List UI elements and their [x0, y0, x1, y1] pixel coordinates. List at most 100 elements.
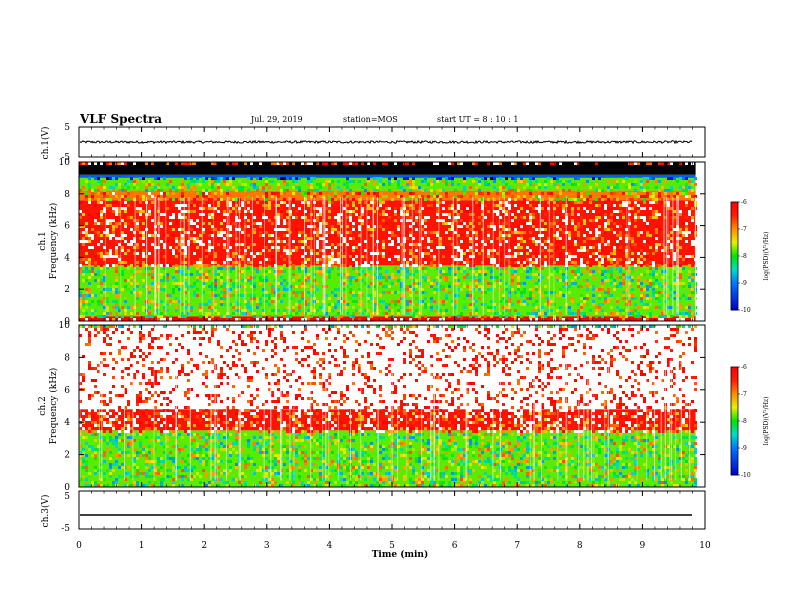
spectrogram-cell — [325, 231, 328, 234]
spectrogram-cell — [91, 294, 94, 297]
spectrogram-cell — [100, 183, 103, 186]
spectrogram-cell — [358, 198, 361, 201]
spectrogram-cell — [178, 249, 181, 252]
spectrogram-cell — [670, 291, 673, 294]
spectrogram-cell — [508, 291, 511, 294]
spectrogram-cell — [205, 315, 208, 318]
spectrogram-cell — [199, 273, 202, 276]
spectrogram-cell — [355, 192, 358, 195]
spectrogram-cell — [349, 213, 352, 216]
spectrogram-cell — [97, 385, 100, 388]
spectrogram-cell — [466, 264, 469, 267]
spectrogram-cell — [361, 303, 364, 306]
spectrogram-cell — [673, 267, 676, 270]
spectrogram-cell — [475, 231, 478, 234]
spectrogram-cell — [82, 213, 85, 216]
spectrogram-cell — [619, 213, 622, 216]
spectrogram-cell — [469, 237, 472, 240]
spectrogram-cell — [133, 201, 136, 204]
spectrogram-cell — [313, 285, 316, 288]
spectrogram-cell — [427, 231, 430, 234]
spectrogram-cell — [184, 261, 187, 264]
spectrogram-cell — [178, 270, 181, 273]
spectrogram-cell — [313, 231, 316, 234]
spectrogram-cell — [442, 273, 445, 276]
spectrogram-cell — [535, 264, 538, 267]
spectrogram-cell — [637, 252, 640, 255]
spectrogram-cell — [511, 264, 514, 267]
spectrogram-cell — [679, 162, 682, 165]
spectrogram-cell — [601, 198, 604, 201]
spectrogram-cell — [97, 258, 100, 261]
spectrogram-cell — [559, 255, 562, 258]
spectrogram-cell — [190, 201, 193, 204]
spectrogram-cell — [538, 228, 541, 231]
spectrogram-cell — [265, 219, 268, 222]
spectrogram-cell — [340, 303, 343, 306]
spectrogram-cell — [235, 162, 238, 165]
spectrogram-cell — [388, 237, 391, 240]
spectrogram-cell — [262, 186, 265, 189]
spectrogram-cell — [85, 358, 88, 361]
spectrogram-cell — [100, 258, 103, 261]
spectrogram-cell — [223, 297, 226, 300]
ch1-waveform-line — [79, 139, 693, 145]
spectrogram-cell — [673, 255, 676, 258]
spectrogram-cell — [283, 240, 286, 243]
spectrogram-cell — [280, 177, 283, 180]
spectrogram-cell — [628, 270, 631, 273]
spectrogram-cell — [349, 315, 352, 318]
spectrogram-cell — [250, 282, 253, 285]
spectrogram-cell — [280, 162, 283, 165]
spectrogram-cell — [619, 234, 622, 237]
spectrogram-cell — [691, 264, 694, 267]
spectrogram-cell — [85, 343, 88, 346]
spectrogram-cell — [520, 231, 523, 234]
spectrogram-cell — [487, 231, 490, 234]
spectrogram-cell — [589, 195, 592, 198]
spectrogram-cell — [592, 219, 595, 222]
spectrogram-cell — [514, 189, 517, 192]
spectrogram-cell — [562, 204, 565, 207]
spectrogram-cell — [331, 252, 334, 255]
spectrogram-cell — [625, 261, 628, 264]
spectrogram-cell — [574, 264, 577, 267]
spectrogram-cell — [193, 180, 196, 183]
spectrogram-cell — [574, 162, 577, 165]
spectrogram-cell — [97, 273, 100, 276]
spectrogram-cell — [91, 312, 94, 315]
spectrogram-cell — [223, 294, 226, 297]
spectrogram-cell — [472, 183, 475, 186]
spectrogram-cell — [349, 237, 352, 240]
spectrogram-cell — [520, 219, 523, 222]
spectrogram-cell — [301, 231, 304, 234]
spectrogram-cell — [85, 288, 88, 291]
spectrogram-cell — [136, 297, 139, 300]
spectrogram-cell — [85, 469, 88, 472]
spectrogram-cell — [208, 264, 211, 267]
spectrogram-cell — [508, 192, 511, 195]
spectrogram-cell — [277, 210, 280, 213]
spectrogram-cell — [637, 216, 640, 219]
spectrogram-cell — [538, 162, 541, 165]
spectrogram-cell — [283, 198, 286, 201]
spectrogram-cell — [211, 228, 214, 231]
spectrogram-cell — [166, 264, 169, 267]
spectrogram-cell — [532, 288, 535, 291]
spectrogram-cell — [88, 484, 91, 487]
spectrogram-cell — [283, 219, 286, 222]
spectrogram-cell — [283, 288, 286, 291]
spectrogram-cell — [205, 207, 208, 210]
spectrogram-cell — [94, 469, 97, 472]
spectrogram-cell — [184, 204, 187, 207]
spectrogram-cell — [511, 315, 514, 318]
spectrogram-cell — [415, 303, 418, 306]
spectrogram-cell — [382, 312, 385, 315]
spectrogram-cell — [304, 216, 307, 219]
spectrogram-cell — [682, 222, 685, 225]
spectrogram-cell — [280, 201, 283, 204]
spectrogram-cell — [319, 261, 322, 264]
spectrogram-cell — [268, 186, 271, 189]
spectrogram-cell — [136, 294, 139, 297]
spectrogram-cell — [238, 189, 241, 192]
